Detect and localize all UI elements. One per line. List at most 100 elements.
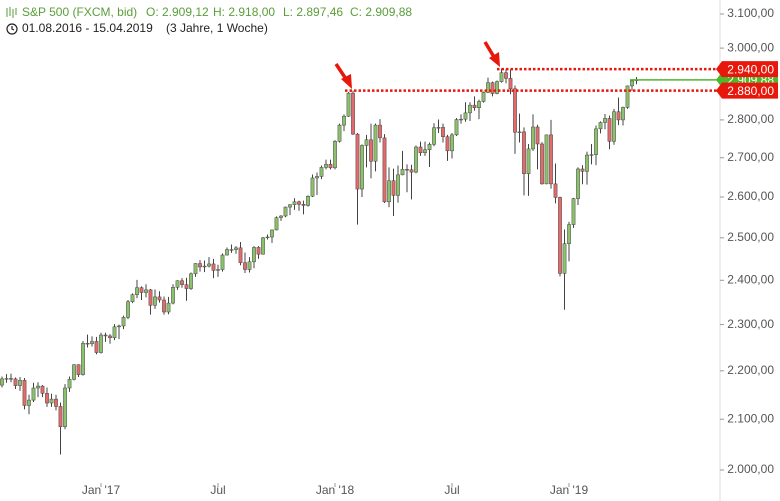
candle-body — [373, 124, 378, 162]
candle-body — [252, 247, 256, 263]
candles — [0, 68, 639, 455]
candle-body — [580, 168, 585, 172]
candle-body — [396, 174, 400, 196]
level-marker — [716, 61, 778, 78]
candle-body — [621, 107, 625, 121]
candle-body — [99, 334, 103, 353]
candle-body — [508, 78, 513, 90]
candle-body — [463, 112, 468, 120]
quote-high: H: 2.918,00 — [213, 5, 275, 19]
candle-body — [171, 287, 175, 304]
candle-body — [117, 325, 121, 328]
y-tick-label: 2.200,00 — [727, 363, 774, 377]
candle-body — [112, 326, 117, 339]
candle-body — [126, 301, 130, 318]
candle-body — [454, 119, 459, 136]
candle-body — [288, 204, 292, 208]
candle-body — [40, 385, 45, 394]
candle-body — [72, 364, 76, 380]
x-tick-label: Jan '18 — [316, 483, 355, 497]
candle-body — [270, 229, 274, 238]
candle-body — [319, 167, 324, 177]
candle-body — [157, 296, 162, 301]
candle-body — [148, 289, 153, 306]
x-tick-label: Jan '19 — [550, 483, 589, 497]
candle-body — [198, 263, 202, 268]
candle-body — [535, 126, 540, 145]
candle-body — [36, 385, 40, 389]
candle-body — [238, 247, 243, 263]
candle-body — [553, 183, 558, 198]
candle-body — [355, 133, 360, 190]
candle-body — [144, 289, 148, 293]
candle-body — [63, 387, 67, 427]
candle-body — [540, 143, 544, 185]
candle-body — [598, 122, 603, 130]
y-tick-label: 2.300,00 — [727, 317, 774, 331]
candle-body — [243, 262, 247, 270]
candle-body — [441, 127, 445, 138]
y-tick-label: 2.000,00 — [727, 462, 774, 476]
candle-body — [0, 378, 4, 386]
candle-body — [283, 206, 288, 217]
candle-body — [90, 341, 94, 345]
arrow — [334, 41, 500, 89]
levels: 2.909,882.940,002.880,00 — [345, 61, 778, 99]
candle-body — [517, 131, 522, 133]
header-icon — [6, 7, 17, 18]
candle-body — [616, 111, 621, 121]
candle-body — [360, 145, 364, 190]
candle-body — [576, 168, 580, 199]
candle-body — [630, 80, 634, 87]
candle-body — [342, 115, 346, 126]
candle-body — [9, 378, 13, 380]
candle-body — [445, 136, 450, 152]
y-tick-label: 3.100,00 — [727, 6, 774, 20]
candle-body — [67, 379, 72, 389]
candle-body — [220, 254, 225, 270]
candle-body — [229, 249, 234, 251]
y-tick-label: 2.800,00 — [727, 112, 774, 126]
candle-body — [432, 127, 436, 145]
candle-body — [468, 104, 472, 114]
candle-body — [211, 263, 216, 271]
subtitle: 01.08.2016 - 15.04.2019 — [22, 21, 153, 35]
x-tick-label: Jul — [210, 483, 225, 497]
candle-body — [108, 335, 112, 339]
y-tick-label: 2.100,00 — [727, 411, 774, 425]
candle-body — [189, 273, 193, 289]
candle-body — [256, 247, 261, 255]
y-tick-label: 2.600,00 — [727, 189, 774, 203]
candle-body — [526, 148, 531, 174]
axis-layer: 2.000,00 2.100,00 2.200,00 2.300,00 2.400,00… — [82, 0, 774, 501]
candle-body — [594, 128, 598, 155]
candle-body — [364, 139, 369, 146]
candle-body — [202, 265, 207, 268]
candle-body — [310, 177, 315, 197]
candle-body — [418, 146, 423, 153]
candle-body — [522, 131, 526, 174]
candle-body — [513, 88, 517, 133]
candle-body — [450, 134, 454, 152]
candle-body — [13, 378, 18, 386]
candle-body — [193, 263, 198, 275]
candle-body — [423, 149, 427, 153]
candle-body — [4, 378, 9, 380]
period: (3 Jahre, 1 Woche) — [166, 21, 268, 35]
y-tick-label: 2.500,00 — [727, 230, 774, 244]
candle-body — [135, 287, 139, 295]
candle-body — [274, 217, 279, 231]
candle-body — [549, 134, 553, 185]
candle-body — [207, 263, 211, 267]
candle-body — [387, 180, 391, 203]
candle-body — [562, 243, 567, 274]
candle-body — [324, 164, 328, 168]
candle-body — [139, 287, 144, 293]
candle-body — [297, 201, 301, 205]
candle-body — [306, 195, 310, 206]
candle-body — [315, 176, 319, 179]
candle-body — [490, 82, 495, 94]
candle-body — [567, 224, 571, 244]
candle-body — [27, 399, 31, 406]
